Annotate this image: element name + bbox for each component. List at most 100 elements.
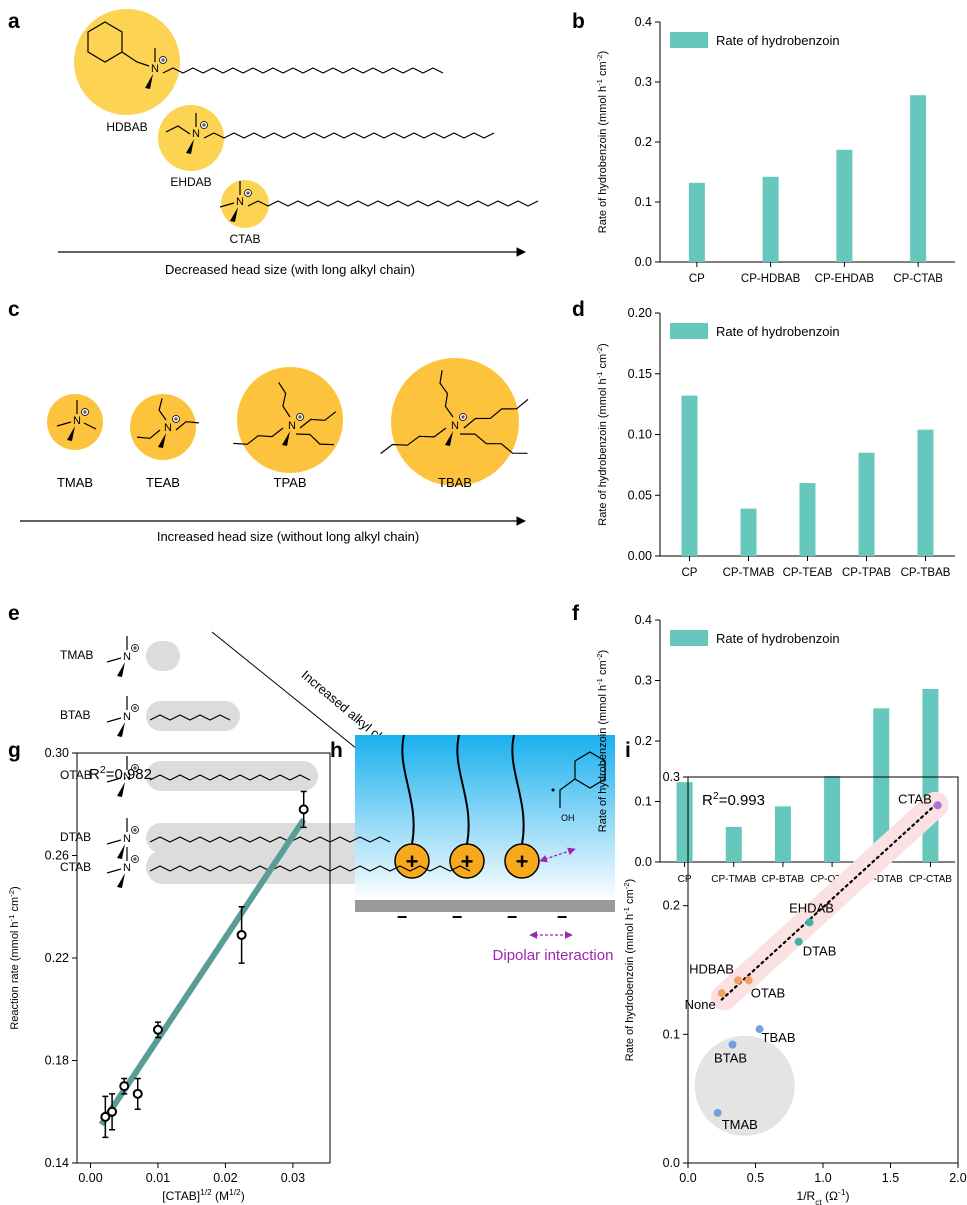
molecule-label: DTAB: [60, 830, 91, 844]
label-part: ): [624, 879, 636, 883]
point-label: HDBAB: [689, 961, 734, 976]
x-tick-label: CP-TEAB: [783, 567, 833, 579]
y-tick-label: 0.18: [45, 1054, 69, 1068]
x-tick-label: 0.01: [146, 1171, 170, 1185]
charge: −: [507, 907, 518, 927]
label-part: ): [9, 886, 21, 890]
label-part: R: [702, 792, 713, 809]
label-part: Rate of hydrobenzoin (mmol h: [597, 378, 609, 525]
y-tick-label: 0.1: [635, 795, 652, 809]
x-tick-label: CP-TPAB: [842, 567, 891, 579]
atom-label: N: [73, 415, 81, 427]
bar: [677, 782, 693, 862]
y-tick-label: 0.0: [635, 255, 652, 269]
head-group: [221, 180, 269, 228]
legend-label: Dipolar interaction: [493, 947, 614, 964]
bar: [918, 430, 934, 556]
y-tick-label: 0.0: [663, 1156, 680, 1170]
bond: [107, 718, 121, 722]
data-point: [134, 1090, 142, 1098]
bar: [836, 150, 852, 262]
atom-label: N: [123, 651, 131, 663]
electrode: [355, 900, 615, 912]
bar: [689, 183, 705, 262]
y-tick-label: 0.22: [45, 951, 69, 965]
y-tick-label: 0.3: [635, 75, 652, 89]
wedge-bond: [117, 662, 125, 677]
y-tick-label: 0.26: [45, 849, 69, 863]
legend-label: Rate of hydrobenzoin: [716, 324, 840, 339]
y-axis-label: Rate of hydrobenzoin (mmol h-1 cm-2): [595, 650, 610, 832]
x-tick-label: CP-CTAB: [893, 273, 943, 285]
molecule-label: EHDAB: [170, 175, 211, 189]
y-tick-label: 0.2: [663, 899, 680, 913]
data-point: [154, 1026, 162, 1034]
molecule-label: TMAB: [60, 648, 93, 662]
legend-label: Rate of hydrobenzoin: [716, 631, 840, 646]
x-tick-label: CP-HDBAB: [741, 273, 801, 285]
charge: −: [452, 907, 463, 927]
molecule-label: CTAB: [229, 232, 260, 246]
x-tick-label: CP: [678, 874, 692, 885]
label-part: ): [845, 1189, 849, 1203]
bar: [741, 509, 757, 556]
point-label: EHDAB: [789, 900, 834, 915]
y-axis-label: Reaction rate (mmol h-1 cm-2): [7, 886, 22, 1029]
x-axis-label: [CTAB]1/2 (M1/2): [162, 1187, 244, 1203]
charge: +: [516, 849, 529, 874]
bar: [726, 827, 742, 862]
y-tick-label: 0.20: [628, 306, 652, 320]
label-part: -1: [7, 915, 16, 922]
panel-letter: i: [625, 739, 631, 762]
data-point: [934, 801, 942, 809]
wedge-bond: [117, 782, 125, 797]
molecule-label: TBAB: [438, 475, 472, 490]
chain-pill: [146, 641, 180, 671]
panel-letter: b: [572, 10, 585, 33]
data-point: [806, 918, 814, 926]
y-tick-label: 0.2: [635, 135, 652, 149]
label-part: 1/2: [229, 1187, 241, 1197]
data-point: [108, 1108, 116, 1116]
point-label: BTAB: [714, 1051, 747, 1066]
chain-pill: [146, 761, 318, 791]
label-part: -2: [622, 882, 631, 889]
panel-letter: a: [8, 10, 20, 33]
point-label: TBAB: [762, 1030, 796, 1045]
x-tick-label: 1.5: [882, 1171, 899, 1185]
x-tick-label: CP-TBAB: [901, 567, 951, 579]
atom-label: N: [123, 833, 131, 845]
point-label: OTAB: [751, 985, 785, 1000]
alkyl-chain: [204, 133, 494, 138]
y-tick-label: 0.4: [635, 613, 652, 627]
x-tick-label: 0.03: [281, 1171, 305, 1185]
x-tick-label: 2.0: [949, 1171, 966, 1185]
y-tick-label: 0.14: [45, 1156, 69, 1170]
x-tick-label: CP: [682, 567, 698, 579]
wedge-bond: [117, 722, 125, 737]
x-tick-label: CP-BTAB: [762, 874, 805, 885]
label-part: -1: [595, 79, 604, 86]
molecule-label: OTAB: [60, 768, 92, 782]
y-tick-label: 0.15: [628, 367, 652, 381]
bond: [107, 658, 121, 662]
hydroxyl: OH: [561, 813, 575, 823]
atom-label: N: [288, 420, 296, 432]
molecule-label: HDBAB: [106, 120, 147, 134]
label-part: ): [597, 343, 609, 347]
bar: [800, 483, 816, 556]
x-tick-label: CP-TMAB: [711, 874, 756, 885]
wedge-bond: [117, 844, 125, 859]
x-axis-label: 1/Rct (Ω-1): [797, 1187, 850, 1205]
atom-label: N: [151, 63, 159, 75]
label-part: cm: [597, 660, 609, 678]
y-tick-label: 0.1: [663, 1027, 680, 1041]
bond: [107, 869, 121, 873]
label-part: Reaction rate (mmol h: [9, 921, 21, 1029]
panel-letter: f: [572, 602, 580, 625]
atom-label: N: [123, 862, 131, 874]
data-point: [729, 1041, 737, 1049]
x-tick-label: CP-EHDAB: [815, 273, 875, 285]
data-point: [300, 805, 308, 813]
label-part: ): [241, 1189, 245, 1203]
